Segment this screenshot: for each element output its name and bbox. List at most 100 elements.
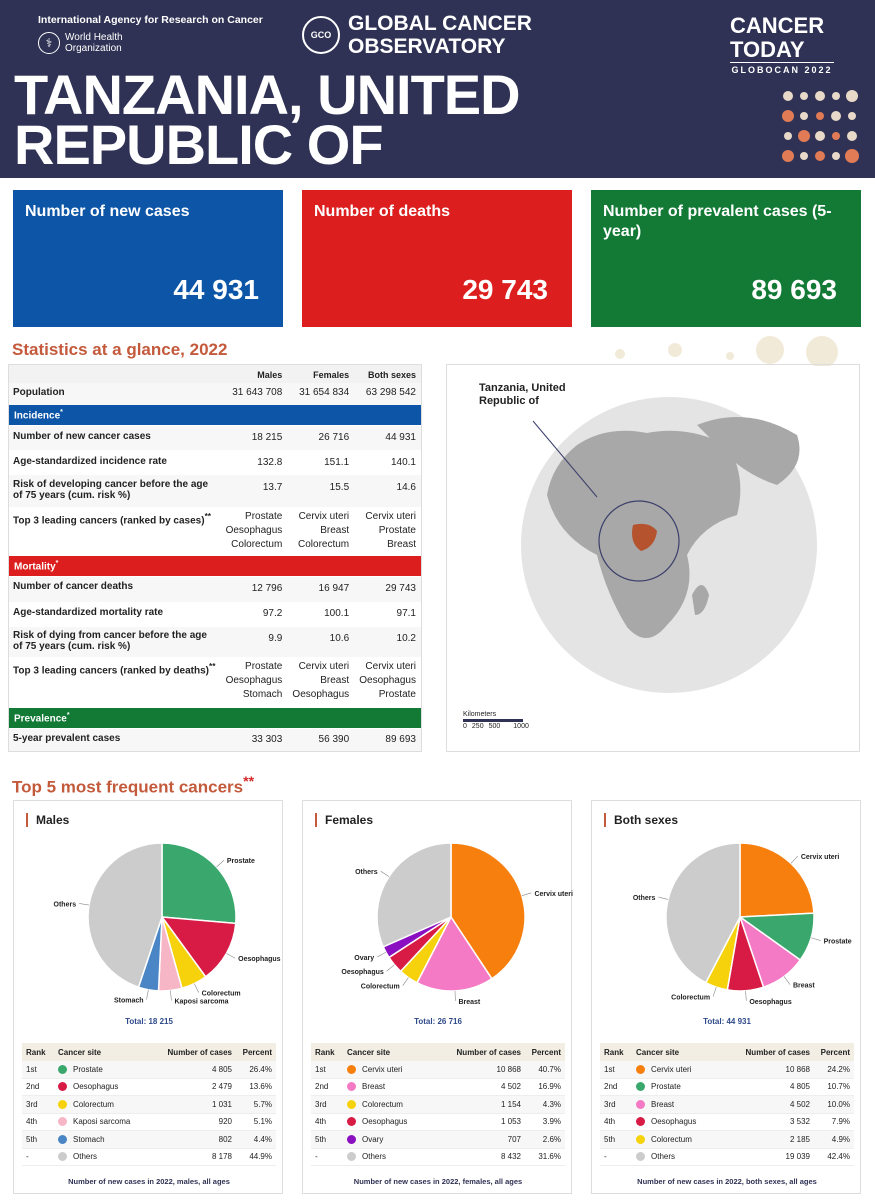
- site-cell: Colorectum: [636, 1134, 744, 1144]
- col-header: Number of cases: [745, 1047, 810, 1057]
- percent-cell: 4.3%: [542, 1099, 561, 1109]
- rank-cell: 2nd: [315, 1082, 329, 1092]
- band-mark: *: [60, 409, 63, 416]
- slice-label: Prostate: [824, 939, 852, 946]
- label-leader: [146, 989, 149, 1000]
- globocan-label: GLOBOCAN 2022: [730, 62, 834, 75]
- new-cases-card: Number of new cases 44 931: [13, 190, 283, 327]
- site-cell: Oesophagus: [347, 1117, 455, 1127]
- cases-cell: 10 868: [496, 1064, 521, 1074]
- gco-logo-icon: GCO: [302, 16, 340, 54]
- pie-chart: Cervix uteri Prostate Breast Oesophagus Colo…: [633, 842, 852, 1006]
- slice-label: Others: [633, 895, 656, 902]
- percent-cell: 4.4%: [253, 1134, 272, 1144]
- row-label: Risk of developing cancer before the age…: [13, 479, 209, 501]
- table-row: 5th Colorectum 2 185 4.9%: [600, 1131, 854, 1149]
- cases-cell: 3 532: [789, 1117, 810, 1127]
- who-name: World Health Organization: [65, 32, 123, 54]
- col-header: Percent: [820, 1047, 850, 1057]
- slice-label: Prostate: [227, 858, 255, 865]
- site-cell: Colorectum: [347, 1099, 455, 1109]
- slice-label: Oesophagus: [238, 956, 281, 963]
- percent-cell: 42.4%: [827, 1152, 850, 1162]
- rank-cell: -: [315, 1152, 318, 1162]
- legend-swatch: [58, 1152, 67, 1162]
- pie-slice: [376, 842, 452, 948]
- table-footnote: Number of new cases in 2022, both sexes,…: [637, 1177, 817, 1186]
- slice-label: Cervix uteri: [801, 854, 840, 861]
- stats-row: 5-year prevalent cases 33 303 56 390 89 …: [9, 729, 421, 751]
- cancer-today-title: CANCER TODAY: [730, 13, 825, 62]
- table-row: 2nd Prostate 4 805 10.7%: [600, 1079, 854, 1096]
- slice-label: Others: [54, 901, 77, 908]
- footnote-mark: **: [243, 774, 255, 790]
- cell: 44 931: [385, 432, 416, 443]
- site-cell: Kaposi sarcoma: [58, 1117, 166, 1127]
- pie-slice: [160, 916, 237, 978]
- slice-label: Others: [355, 869, 378, 876]
- panel-title: Males: [26, 813, 69, 827]
- slice-label: Stomach: [114, 998, 144, 1005]
- cell: 140.1: [390, 457, 416, 468]
- incidence-band: Incidence*: [9, 405, 421, 425]
- percent-cell: 5.1%: [253, 1117, 272, 1127]
- label-leader: [745, 990, 747, 1001]
- cell: 26 716: [318, 432, 350, 443]
- site-cell: Others: [636, 1152, 744, 1162]
- kpi-value: 29 743: [462, 274, 548, 305]
- top5-section-title: Top 5 most frequent cancers**: [12, 774, 255, 797]
- site-cell: Prostate: [58, 1064, 166, 1074]
- legend-swatch: [347, 1064, 356, 1074]
- stats-row: Top 3 leading cancers (ranked by cases)*…: [9, 507, 421, 555]
- cell: 29 743: [385, 583, 416, 594]
- label-leader: [712, 986, 717, 997]
- top5-panel: Females Cervix uteri Breast Colorectum Oesop…: [302, 800, 573, 1194]
- site-cell: Stomach: [58, 1134, 166, 1144]
- pie-total: Total: 26 716: [414, 1017, 462, 1026]
- decorative-bubbles-icon: [615, 336, 838, 366]
- mortality-band: Mortality*: [9, 556, 421, 576]
- legend-swatch: [636, 1152, 645, 1162]
- table-row: 3rd Breast 4 502 10.0%: [600, 1096, 854, 1114]
- table-row: 4th Oesophagus 1 053 3.9%: [311, 1114, 565, 1131]
- rank-cell: 1st: [315, 1064, 326, 1074]
- top5-table: Rank Cancer site Number of cases Percent…: [22, 1043, 276, 1166]
- top5-table: Rank Cancer site Number of cases Percent…: [600, 1043, 854, 1166]
- cases-cell: 8 432: [500, 1152, 521, 1162]
- percent-cell: 16.9%: [538, 1082, 561, 1092]
- cell: 97.1: [396, 608, 416, 619]
- table-row: 3rd Colorectum 1 031 5.7%: [22, 1096, 276, 1114]
- site-cell: Breast: [347, 1082, 455, 1092]
- table-row: 4th Oesophagus 3 532 7.9%: [600, 1114, 854, 1131]
- row-label: Population: [13, 387, 65, 398]
- percent-cell: 26.4%: [249, 1064, 272, 1074]
- slice-label: Breast: [793, 983, 815, 990]
- label-leader: [226, 953, 236, 959]
- deaths-card: Number of deaths 29 743: [302, 190, 572, 327]
- rank-cell: 3rd: [315, 1099, 327, 1109]
- population-row: Population 31 643 708 31 654 834 63 298 …: [9, 383, 421, 405]
- cell: 151.1: [324, 457, 350, 468]
- table-row: 3rd Colorectum 1 154 4.3%: [311, 1096, 565, 1114]
- site-cell: Prostate: [636, 1082, 744, 1092]
- percent-cell: 31.6%: [538, 1152, 561, 1162]
- legend-swatch: [58, 1134, 67, 1144]
- label-leader: [658, 896, 669, 900]
- slice-label: Cervix uteri: [534, 891, 573, 898]
- pie-chart: Cervix uteri Breast Colorectum Oesophagus Ov…: [341, 842, 573, 1006]
- gco-branding: GCO GLOBAL CANCER OBSERVATORY: [302, 12, 568, 58]
- cell: Cervix uteri Prostate Breast: [365, 511, 416, 550]
- label-leader: [170, 990, 172, 1001]
- cell: 31 643 708: [232, 387, 283, 398]
- cell: Prostate Oesophagus Stomach: [225, 661, 283, 700]
- percent-cell: 2.6%: [542, 1134, 561, 1144]
- band-label: Mortality: [14, 561, 56, 573]
- col-header: Number of cases: [456, 1047, 521, 1057]
- label-leader: [783, 976, 791, 985]
- row-label: Risk of dying from cancer before the age…: [13, 630, 207, 652]
- percent-cell: 13.6%: [249, 1082, 272, 1092]
- cell: 10.2: [396, 633, 416, 644]
- site-cell: Others: [58, 1152, 166, 1162]
- legend-swatch: [347, 1152, 356, 1162]
- legend-swatch: [636, 1099, 645, 1109]
